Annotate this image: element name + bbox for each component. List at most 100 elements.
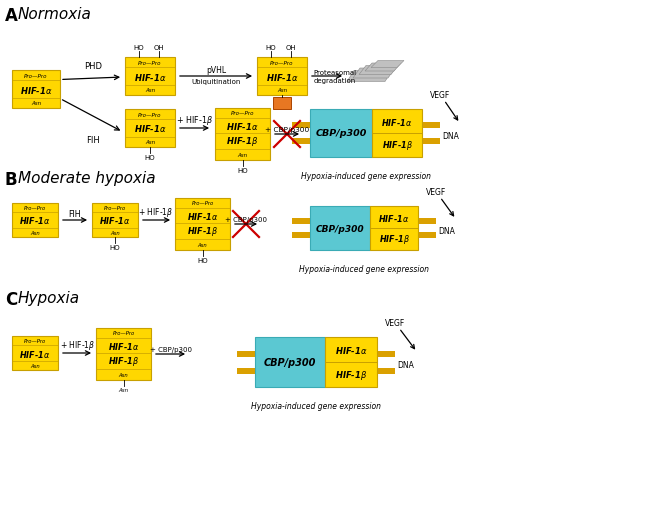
Text: pVHL: pVHL — [206, 66, 226, 75]
Bar — [237, 351, 395, 357]
Text: HIF-1$\alpha$: HIF-1$\alpha$ — [134, 71, 166, 82]
FancyBboxPatch shape — [325, 337, 377, 387]
Text: HIF-1$\alpha$: HIF-1$\alpha$ — [187, 211, 218, 222]
Text: HO: HO — [145, 155, 155, 161]
FancyBboxPatch shape — [175, 198, 230, 250]
Text: HIF-1$\alpha$: HIF-1$\alpha$ — [134, 123, 166, 134]
Polygon shape — [359, 66, 398, 75]
Text: VEGF: VEGF — [430, 91, 450, 100]
Bar — [292, 139, 440, 145]
Text: DNA: DNA — [438, 226, 455, 235]
Text: Pro—Pro: Pro—Pro — [231, 111, 254, 116]
Text: HO: HO — [197, 258, 208, 264]
Text: Asn: Asn — [118, 387, 129, 392]
Text: Pro—Pro: Pro—Pro — [138, 113, 162, 117]
Text: Pro—Pro: Pro—Pro — [104, 206, 126, 211]
Text: HIF-1$\alpha$: HIF-1$\alpha$ — [226, 121, 259, 132]
Text: Pro—Pro: Pro—Pro — [24, 74, 47, 78]
FancyBboxPatch shape — [92, 204, 138, 237]
FancyBboxPatch shape — [96, 328, 151, 380]
Text: Hypoxia-induced gene expression: Hypoxia-induced gene expression — [299, 265, 429, 274]
Text: Hypoxia: Hypoxia — [18, 290, 80, 306]
Text: + CBP/p300: + CBP/p300 — [150, 346, 192, 352]
Text: + CBP/p300: + CBP/p300 — [265, 127, 309, 133]
Text: + CBP/p300: + CBP/p300 — [225, 217, 267, 223]
Text: HIF-1$\alpha$: HIF-1$\alpha$ — [20, 84, 52, 95]
Text: PHD: PHD — [84, 62, 102, 71]
Text: HIF-1$\alpha$: HIF-1$\alpha$ — [20, 348, 51, 359]
Text: VEGF: VEGF — [385, 318, 405, 327]
Text: Pro—Pro: Pro—Pro — [191, 201, 214, 206]
FancyBboxPatch shape — [257, 58, 307, 96]
Text: HIF-1$\beta$: HIF-1$\beta$ — [335, 368, 367, 381]
Bar — [292, 123, 440, 129]
Text: DNA: DNA — [442, 132, 459, 140]
Text: HIF-1$\alpha$: HIF-1$\alpha$ — [20, 215, 51, 226]
Text: FIH: FIH — [69, 210, 81, 219]
Text: Asn: Asn — [30, 363, 40, 368]
Text: Asn: Asn — [30, 230, 40, 235]
Text: + HIF-1$\beta$: + HIF-1$\beta$ — [176, 114, 213, 127]
Text: HIF-1$\alpha$: HIF-1$\alpha$ — [108, 340, 139, 351]
Polygon shape — [353, 69, 395, 79]
Text: HIF-1$\alpha$: HIF-1$\alpha$ — [99, 215, 131, 226]
Text: DNA: DNA — [397, 360, 414, 369]
Text: HIF-1$\beta$: HIF-1$\beta$ — [378, 233, 410, 246]
Polygon shape — [347, 71, 392, 82]
FancyBboxPatch shape — [310, 110, 372, 158]
Text: HO: HO — [110, 244, 120, 250]
FancyBboxPatch shape — [12, 204, 58, 237]
FancyBboxPatch shape — [125, 110, 175, 147]
Text: degradation: degradation — [314, 78, 356, 84]
Text: + HIF-1$\beta$: + HIF-1$\beta$ — [138, 206, 174, 219]
Text: A: A — [5, 7, 18, 25]
FancyBboxPatch shape — [370, 207, 418, 250]
Text: Asn: Asn — [145, 140, 155, 145]
FancyBboxPatch shape — [372, 110, 422, 158]
Text: Asn: Asn — [31, 101, 41, 106]
Text: Asn: Asn — [237, 153, 248, 158]
Text: CBP/p300: CBP/p300 — [315, 129, 367, 138]
Text: Asn: Asn — [145, 88, 155, 93]
Text: CBP/p300: CBP/p300 — [316, 224, 364, 233]
Text: Normoxia: Normoxia — [18, 7, 92, 22]
Text: Proteasomal: Proteasomal — [313, 70, 357, 76]
FancyBboxPatch shape — [310, 207, 370, 250]
Text: HO: HO — [133, 45, 144, 51]
Text: HIF-1$\beta$: HIF-1$\beta$ — [226, 135, 259, 148]
Text: HIF-1$\alpha$: HIF-1$\alpha$ — [382, 116, 413, 127]
Text: Moderate hypoxia: Moderate hypoxia — [18, 171, 155, 186]
Text: Ubiquitination: Ubiquitination — [191, 79, 240, 85]
Text: HIF-1$\alpha$: HIF-1$\alpha$ — [266, 71, 298, 82]
FancyBboxPatch shape — [12, 336, 58, 370]
Text: Pro—Pro: Pro—Pro — [112, 331, 135, 335]
Text: C: C — [5, 290, 18, 309]
Text: Hypoxia-induced gene expression: Hypoxia-induced gene expression — [301, 172, 431, 181]
Text: Hypoxia-induced gene expression: Hypoxia-induced gene expression — [251, 401, 381, 410]
Text: HO: HO — [237, 168, 248, 174]
FancyBboxPatch shape — [273, 98, 291, 110]
Text: HIF-1$\beta$: HIF-1$\beta$ — [382, 139, 413, 152]
Text: HIF-1$\alpha$: HIF-1$\alpha$ — [335, 344, 367, 356]
FancyBboxPatch shape — [125, 58, 175, 96]
Text: Pro—Pro: Pro—Pro — [270, 61, 294, 66]
Text: Asn: Asn — [110, 230, 120, 235]
Text: Asn: Asn — [198, 242, 207, 247]
Text: HIF-1$\beta$: HIF-1$\beta$ — [187, 225, 218, 238]
Polygon shape — [371, 62, 404, 68]
Text: HIF-1$\alpha$: HIF-1$\alpha$ — [378, 212, 410, 223]
Text: Asn: Asn — [277, 88, 287, 93]
Polygon shape — [365, 64, 401, 72]
Text: Pro—Pro: Pro—Pro — [24, 338, 46, 343]
Bar — [237, 368, 395, 374]
Text: OH: OH — [153, 45, 164, 51]
Text: B: B — [5, 171, 18, 189]
Text: HO: HO — [265, 45, 276, 51]
Text: + HIF-1$\beta$: + HIF-1$\beta$ — [60, 338, 96, 351]
Text: Pro—Pro: Pro—Pro — [24, 206, 46, 211]
FancyBboxPatch shape — [12, 71, 60, 109]
Text: FIH: FIH — [86, 136, 100, 145]
Text: HIF-1$\beta$: HIF-1$\beta$ — [108, 355, 139, 368]
FancyBboxPatch shape — [215, 109, 270, 161]
FancyBboxPatch shape — [255, 337, 325, 387]
